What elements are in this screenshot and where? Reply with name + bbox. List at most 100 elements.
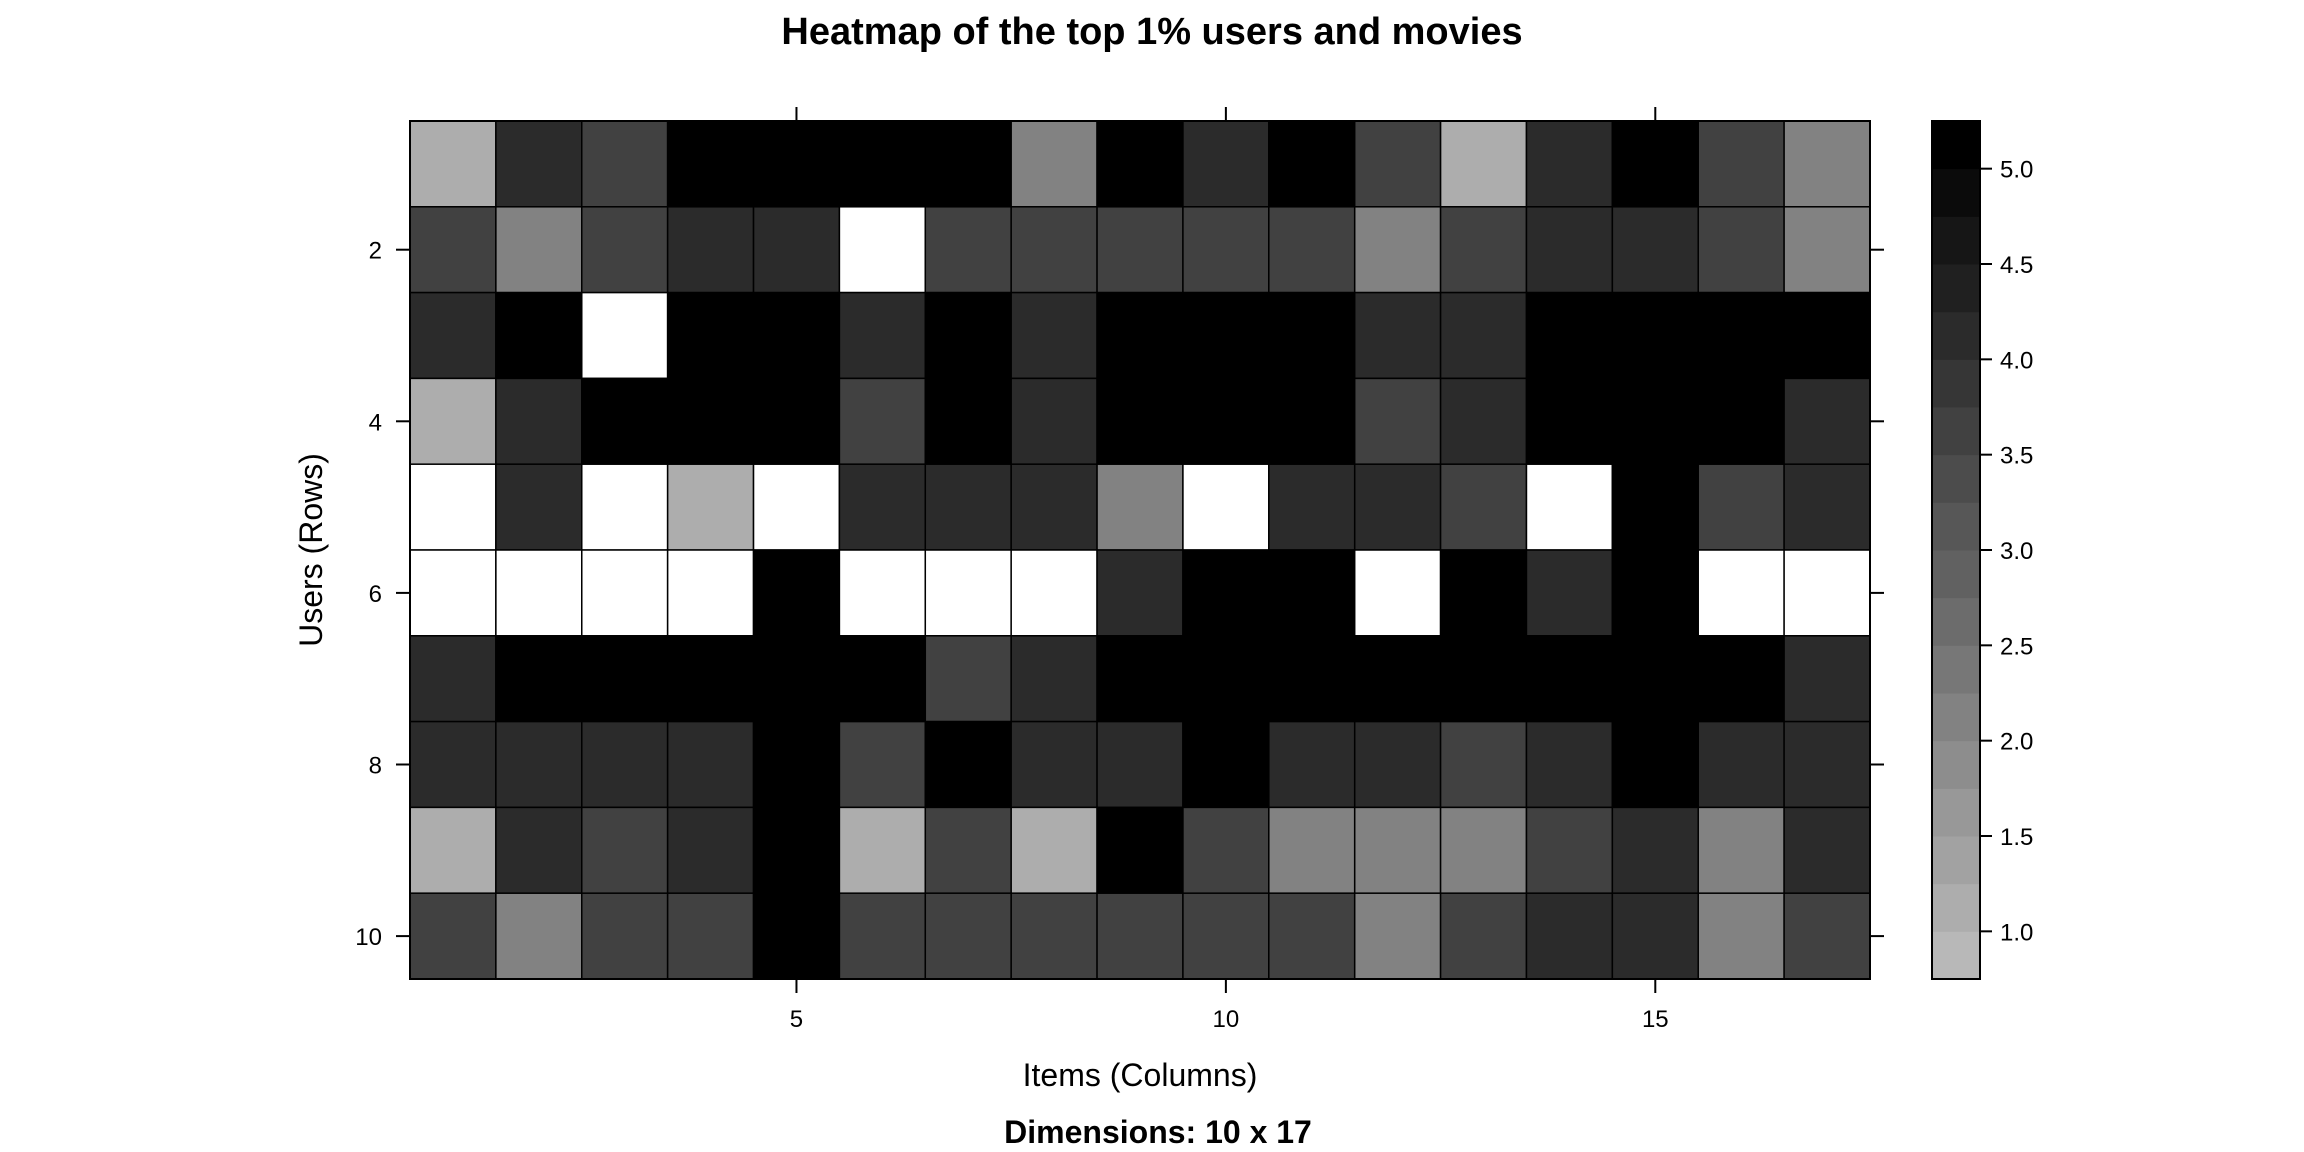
heatmap-cell	[666, 377, 755, 465]
heatmap-cell	[1182, 120, 1270, 208]
heatmap-cell	[838, 892, 927, 980]
heatmap-cell	[1010, 463, 1098, 551]
heatmap-cell	[1439, 720, 1528, 809]
heatmap-cell	[1182, 291, 1270, 380]
heatmap-cell	[1611, 720, 1699, 809]
heatmap-cell	[1783, 806, 1871, 894]
heatmap-cell	[495, 892, 583, 980]
colorbar-bin	[1932, 931, 1980, 980]
heatmap-cell	[752, 549, 841, 637]
heatmap-cell	[1611, 463, 1699, 551]
colorbar-bin	[1932, 836, 1980, 885]
heatmap-cell	[495, 206, 583, 294]
heatmap-cell	[1268, 635, 1356, 723]
heatmap-cell	[1783, 206, 1871, 294]
heatmap-cell	[1697, 206, 1785, 294]
heatmap-cell	[666, 206, 755, 294]
heatmap-cell	[1783, 291, 1871, 380]
heatmap-cell	[1783, 120, 1871, 208]
heatmap-cell	[752, 120, 841, 208]
heatmap-cell	[838, 720, 927, 809]
heatmap-cell	[1611, 120, 1699, 208]
heatmap-cell	[581, 892, 669, 980]
chart-subtitle: Dimensions: 10 x 17	[1004, 1114, 1312, 1150]
heatmap-cell	[838, 806, 927, 894]
heatmap-cell	[1525, 635, 1614, 723]
heatmap-cell	[1439, 892, 1528, 980]
colorbar-bin	[1932, 693, 1980, 742]
heatmap-cell	[1697, 463, 1785, 551]
heatmap-cell	[495, 120, 583, 208]
heatmap-cell	[1697, 291, 1785, 380]
heatmap-cell	[1096, 549, 1184, 637]
y-tick-label: 6	[369, 581, 382, 608]
heatmap-cell	[409, 635, 497, 723]
colorbar-tick-label: 2.0	[2000, 729, 2033, 756]
heatmap-cell	[752, 291, 841, 380]
y-axis: 2 4 6 8 10	[355, 238, 1884, 951]
heatmap-cell	[838, 463, 927, 551]
heatmap-cell	[1010, 206, 1098, 294]
heatmap-cell	[1439, 120, 1528, 208]
heatmap-cell	[1697, 377, 1785, 465]
heatmap-cell	[1096, 377, 1184, 465]
heatmap-cell	[1783, 463, 1871, 551]
heatmap-cell	[1182, 377, 1270, 465]
heatmap-cell	[495, 635, 583, 723]
heatmap-cell	[924, 549, 1012, 637]
heatmap-cell	[581, 377, 669, 465]
heatmap-cell	[838, 206, 927, 294]
heatmap-cell	[581, 206, 669, 294]
heatmap-cell	[1268, 206, 1356, 294]
heatmap-cell	[752, 635, 841, 723]
heatmap-cell	[1182, 635, 1270, 723]
y-axis-title: Users (Rows)	[293, 453, 329, 647]
heatmap-cell	[1783, 549, 1871, 637]
x-tick-label: 5	[790, 1006, 803, 1033]
heatmap-cell	[752, 806, 841, 894]
x-axis: 5 10 15	[790, 107, 1669, 1033]
heatmap-cell	[409, 120, 497, 208]
colorbar-tick-label: 4.0	[2000, 347, 2033, 374]
heatmap-cell	[1096, 892, 1184, 980]
heatmap-cell	[581, 291, 669, 380]
colorbar-bin	[1932, 645, 1980, 694]
heatmap-cell	[1439, 463, 1528, 551]
heatmap-cell	[1268, 120, 1356, 208]
heatmap-cells	[409, 120, 1871, 980]
heatmap-cell	[1697, 120, 1785, 208]
heatmap-cell	[1096, 720, 1184, 809]
colorbar-bin	[1932, 359, 1980, 408]
heatmap-cell	[1096, 806, 1184, 894]
colorbar-bin	[1932, 216, 1980, 265]
heatmap-cell	[924, 892, 1012, 980]
colorbar-bin	[1932, 740, 1980, 789]
heatmap-cell	[1439, 377, 1528, 465]
colorbar-bin	[1932, 550, 1980, 599]
y-tick-label: 8	[369, 753, 382, 780]
heatmap-cell	[666, 892, 755, 980]
heatmap-cell	[1353, 892, 1442, 980]
heatmap-cell	[1010, 635, 1098, 723]
heatmap-cell	[752, 206, 841, 294]
heatmap-cell	[1783, 377, 1871, 465]
heatmap-cell	[838, 377, 927, 465]
heatmap-cell	[1611, 549, 1699, 637]
heatmap-cell	[1783, 720, 1871, 809]
heatmap-cell	[752, 377, 841, 465]
plot-border	[409, 120, 1871, 980]
heatmap-cell	[409, 206, 497, 294]
heatmap-cell	[1611, 206, 1699, 294]
heatmap-cell	[1525, 291, 1614, 380]
heatmap-cell	[1182, 892, 1270, 980]
heatmap-cell	[495, 806, 583, 894]
heatmap-cell	[1268, 806, 1356, 894]
heatmap-cell	[838, 549, 927, 637]
heatmap-cell	[1353, 720, 1442, 809]
heatmap-cell	[1010, 892, 1098, 980]
heatmap-cell	[581, 635, 669, 723]
heatmap-cell	[1439, 806, 1528, 894]
heatmap-cell	[752, 892, 841, 980]
heatmap-cell	[1268, 892, 1356, 980]
